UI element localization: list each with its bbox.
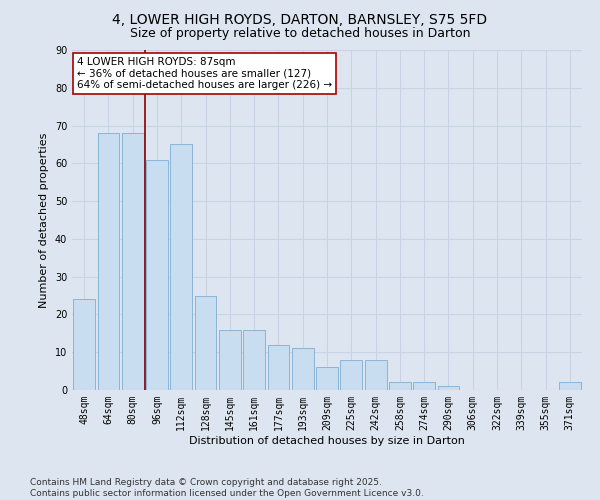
Bar [73, 300, 95, 390]
X-axis label: Distribution of detached houses by size in Darton: Distribution of detached houses by size … [189, 436, 465, 446]
Text: 4 LOWER HIGH ROYDS: 87sqm
← 36% of detached houses are smaller (127)
64% of semi: 4 LOWER HIGH ROYDS: 87sqm ← 36% of detac… [77, 57, 332, 90]
Bar [365, 360, 386, 390]
Bar [292, 348, 314, 390]
Bar [146, 160, 168, 390]
Bar [413, 382, 435, 390]
Bar [170, 144, 192, 390]
Bar [268, 344, 289, 390]
Bar [316, 368, 338, 390]
Bar [97, 133, 119, 390]
Bar [194, 296, 217, 390]
Text: Contains HM Land Registry data © Crown copyright and database right 2025.
Contai: Contains HM Land Registry data © Crown c… [30, 478, 424, 498]
Bar [243, 330, 265, 390]
Bar [559, 382, 581, 390]
Bar [340, 360, 362, 390]
Bar [389, 382, 411, 390]
Bar [122, 133, 143, 390]
Bar [437, 386, 460, 390]
Y-axis label: Number of detached properties: Number of detached properties [39, 132, 49, 308]
Bar [219, 330, 241, 390]
Text: Size of property relative to detached houses in Darton: Size of property relative to detached ho… [130, 28, 470, 40]
Text: 4, LOWER HIGH ROYDS, DARTON, BARNSLEY, S75 5FD: 4, LOWER HIGH ROYDS, DARTON, BARNSLEY, S… [112, 12, 488, 26]
